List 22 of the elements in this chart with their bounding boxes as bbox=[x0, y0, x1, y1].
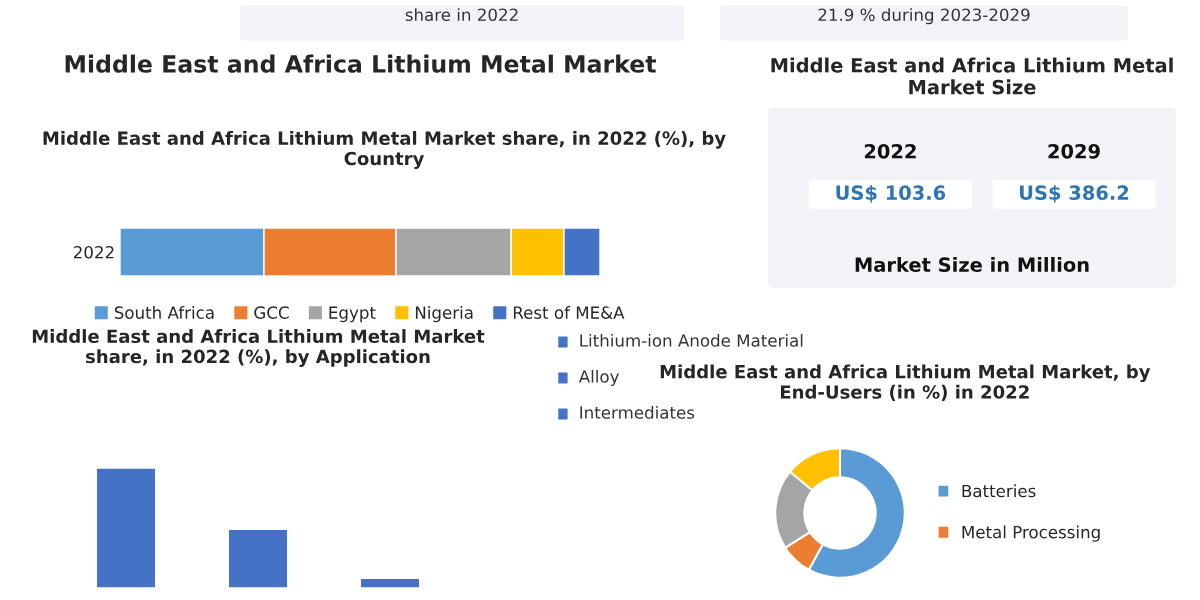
legend-label: Nigeria bbox=[415, 306, 473, 323]
text: 2022 bbox=[73, 245, 114, 259]
text: Lithium-ion Anode Material bbox=[580, 333, 803, 347]
text: US$ 103.6 bbox=[836, 184, 946, 203]
text: Market Size in Million bbox=[855, 256, 1089, 273]
chart-subtitle: Middle East and Africa Lithium Metal Market share, in 2022 (%), by Country bbox=[43, 131, 726, 169]
text: 2029 bbox=[1048, 143, 1100, 159]
text: Alloy bbox=[578, 369, 619, 387]
chart-title: Middle East and Africa Lithium Metal Market bbox=[65, 54, 657, 73]
chart-title: Middle East and Africa Lithium Metal Market share, in 2022 (%), by Application bbox=[32, 329, 485, 367]
text: share in 2022 bbox=[405, 8, 518, 22]
chart-title: Middle East and Africa Lithium Metal Market, by End-Users (in %) in 2022 bbox=[660, 364, 1151, 401]
legend-label: Egypt bbox=[329, 306, 376, 323]
legend-label: Batteries bbox=[962, 484, 1036, 498]
legend-label: South Africa bbox=[114, 306, 214, 319]
text: Intermediates bbox=[580, 405, 695, 419]
text: US$ 386.2 bbox=[1019, 184, 1129, 203]
legend-label: Rest of ME&A bbox=[513, 306, 625, 319]
text: Middle East and Africa Lithium Metal Market Size bbox=[771, 57, 1173, 95]
legend-label: Metal Processing bbox=[962, 525, 1100, 542]
legend-label: GCC bbox=[254, 306, 289, 319]
text: 21.9 % during 2023-2029 bbox=[818, 8, 1030, 25]
